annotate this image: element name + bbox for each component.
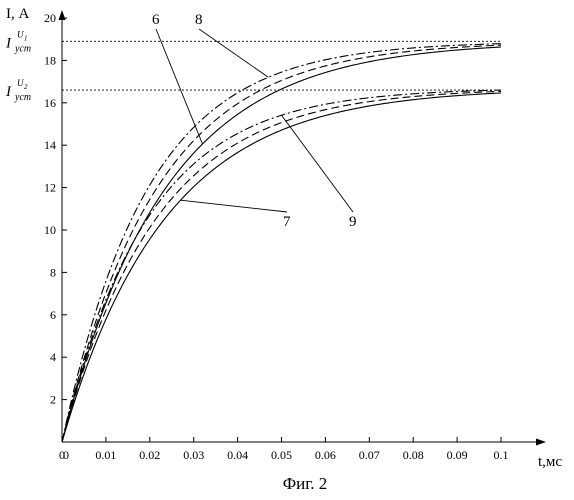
- reference-label-sup: U: [17, 78, 24, 88]
- y-tick-label: 12: [44, 181, 56, 195]
- origin-label: 0: [63, 448, 69, 462]
- annotation-leader-7: [181, 200, 287, 212]
- reference-lines: [62, 41, 501, 90]
- annotation-leader-9: [282, 115, 354, 212]
- y-tick-label: 2: [50, 393, 56, 407]
- y-tick-label: 16: [44, 96, 56, 110]
- series-curve-6-solid: [62, 93, 501, 442]
- series-curve-5-dashed: [62, 91, 501, 442]
- figure-caption: Фиг. 2: [283, 474, 328, 493]
- series-curve-2-dashed: [62, 45, 501, 442]
- x-tick-label: 0.02: [139, 448, 160, 462]
- reference-label-main: I: [5, 35, 12, 51]
- series-curve-1-dashdot: [62, 44, 501, 442]
- x-tick-label: 0.07: [359, 448, 380, 462]
- annotation-leader-6: [156, 29, 202, 144]
- annotation-label-9: 9: [349, 214, 357, 230]
- reference-label-sup-sub: 1: [24, 34, 28, 42]
- x-axis-label: t,мс: [538, 454, 562, 470]
- x-tick-label: 0.03: [183, 448, 204, 462]
- annotation-label-7: 7: [283, 214, 291, 230]
- x-tick-label: 0.01: [95, 448, 116, 462]
- y-axis-label: I, А: [6, 6, 29, 22]
- x-tick-label: 0.1: [494, 448, 509, 462]
- y-tick-label: 14: [44, 138, 56, 152]
- reference-label-sup-sub: 2: [24, 83, 28, 91]
- series-curve-4-dashdot: [62, 90, 501, 442]
- x-tick-label: 0.04: [227, 448, 248, 462]
- y-tick-label: 18: [44, 53, 56, 67]
- reference-label-sub: уст: [14, 43, 31, 54]
- annotation-label-6: 6: [152, 12, 160, 28]
- y-tick-label: 8: [50, 265, 56, 279]
- y-tick-label: 10: [44, 223, 56, 237]
- y-tick-label: 6: [50, 308, 56, 322]
- y-ticks: 2 4 6 8 10 12 14 16 18 20: [44, 11, 67, 407]
- x-tick-label: 0.09: [447, 448, 468, 462]
- x-tick-label: 0.06: [315, 448, 336, 462]
- series-curve-3-solid: [62, 47, 501, 442]
- x-axis-arrow: [536, 439, 546, 446]
- axes: [59, 10, 547, 446]
- y-tick-label: 20: [44, 11, 56, 25]
- x-tick-label: 0.05: [271, 448, 292, 462]
- reference-label-sup: U: [17, 29, 24, 39]
- reference-label-sub: уст: [14, 92, 31, 103]
- x-ticks: 0 0.01 0.02 0.03 0.04 0.05 0.06 0.07 0.08 0.09 0.1…: [59, 437, 509, 462]
- reference-line-labels: IустU1IустU2: [5, 29, 31, 103]
- x-tick-label: 0.08: [403, 448, 424, 462]
- annotation-label-8: 8: [195, 12, 203, 28]
- series-curves: [62, 44, 501, 442]
- reference-label-main: I: [5, 84, 12, 100]
- y-tick-label: 4: [50, 350, 56, 364]
- annotation-leader-8: [199, 29, 268, 77]
